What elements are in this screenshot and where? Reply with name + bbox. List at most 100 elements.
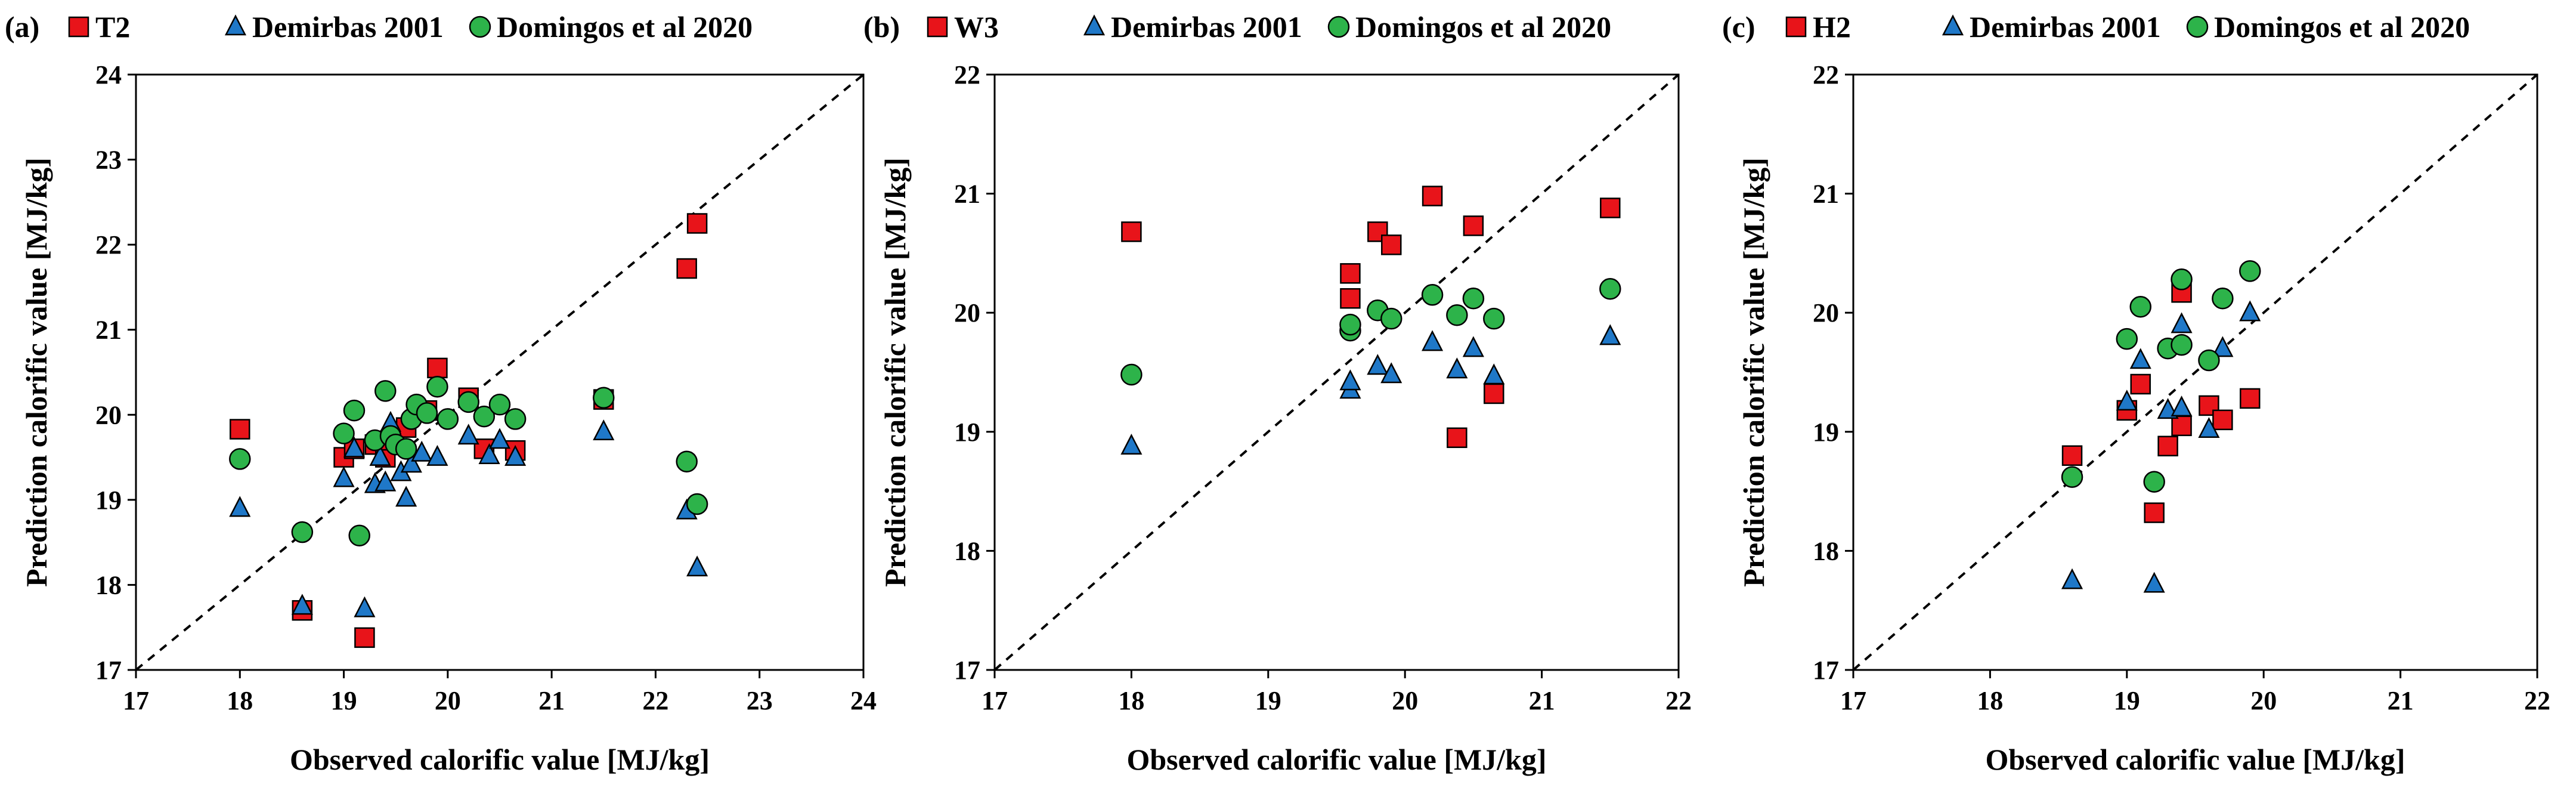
x-tick-label: 18: [1977, 686, 2003, 715]
legend-label: T2: [95, 10, 130, 44]
legend-label: Demirbas 2001: [1111, 10, 1302, 44]
data-point: [343, 436, 366, 458]
data-point: [478, 443, 500, 464]
legend-item: Domingos et al 2020: [469, 10, 753, 44]
x-tick-label: 22: [2524, 686, 2550, 715]
x-tick-label: 22: [1665, 686, 1692, 715]
x-tick-label: 17: [1840, 686, 1866, 715]
data-point: [343, 399, 366, 422]
y-axis-label: Prediction calorific value [MJ/kg]: [20, 157, 53, 587]
x-tick-label: 22: [642, 686, 668, 715]
data-point: [2171, 333, 2193, 356]
data-point: [1484, 383, 1504, 404]
panel-label: (c): [1722, 10, 1755, 44]
x-tick-label: 21: [538, 686, 565, 715]
data-point: [400, 452, 422, 473]
panel-2: 17 18 19 20 21 22 17 18 19 20 21 22 Observed calorif…: [863, 10, 1692, 776]
x-tick-label: 19: [331, 686, 357, 715]
panel-1: 17 18 19 20 21 22 23 24 17 18 19 20 21 22 23 24 Observed…: [5, 10, 877, 776]
legend-item: Domingos et al 2020: [2186, 10, 2470, 44]
legend-marker: [68, 16, 89, 38]
data-point: [2143, 572, 2165, 593]
data-point: [2061, 568, 2083, 589]
series-demirbas-2001: [229, 410, 708, 617]
legend-label: Domingos et al 2020: [497, 10, 753, 44]
data-point: [686, 213, 708, 234]
data-point: [2171, 312, 2193, 333]
data-point: [436, 408, 459, 430]
y-tick-label: 20: [1813, 298, 1839, 328]
data-point: [1600, 197, 1621, 218]
y-tick-label: 17: [95, 656, 122, 685]
data-point: [416, 402, 438, 424]
legend-item: Demirbas 2001: [1083, 10, 1302, 44]
x-tick-label: 20: [2250, 686, 2277, 715]
data-point: [333, 422, 355, 444]
data-point: [374, 470, 397, 492]
data-point: [488, 393, 511, 416]
y-tick-label: 22: [1813, 60, 1839, 89]
legend-marker: [927, 16, 948, 38]
data-point: [1446, 357, 1468, 379]
x-tick-label: 21: [1529, 686, 1555, 715]
data-point: [1446, 304, 1468, 326]
x-tick-label: 19: [1255, 686, 1281, 715]
data-point: [333, 466, 355, 487]
data-point: [2144, 502, 2165, 523]
data-point: [2130, 373, 2151, 395]
data-point: [1367, 354, 1389, 375]
panel-label: (b): [863, 10, 900, 44]
data-point: [504, 408, 527, 430]
y-tick-label: 24: [95, 60, 122, 89]
data-point: [457, 424, 479, 445]
y-axis-label: Prediction calorific value [MJ/kg]: [878, 157, 912, 587]
x-axis-label: Observed calorific value [MJ/kg]: [1126, 743, 1546, 776]
data-point: [676, 258, 697, 279]
legend-item: Demirbas 2001: [224, 10, 444, 44]
legend-label: Domingos et al 2020: [1355, 10, 1611, 44]
data-point: [1599, 278, 1621, 300]
y-tick-label: 18: [954, 536, 980, 566]
x-tick-label: 17: [123, 686, 149, 715]
plot-frame: [993, 73, 1680, 671]
data-point: [676, 450, 698, 472]
data-point: [504, 444, 527, 466]
data-point: [686, 555, 708, 577]
data-point: [354, 627, 375, 648]
series-demirbas-2001: [1120, 324, 1621, 455]
data-point: [2116, 328, 2138, 350]
data-point: [411, 440, 433, 462]
legend-label: Demirbas 2001: [252, 10, 444, 44]
x-tick-label: 20: [435, 686, 461, 715]
plot-frame: [1852, 73, 2538, 671]
data-point: [1380, 362, 1402, 384]
data-point: [488, 428, 511, 449]
data-point: [2157, 435, 2178, 457]
data-point: [2143, 471, 2165, 493]
data-point: [2198, 417, 2220, 438]
legend-marker: [1327, 16, 1350, 38]
y-tick-label: 21: [95, 316, 122, 345]
data-point: [2239, 260, 2261, 282]
data-point: [593, 419, 615, 441]
data-point: [426, 375, 448, 398]
data-point: [2171, 415, 2192, 437]
legend-item: H2: [1785, 10, 1851, 44]
series-demirbas-2001: [2061, 300, 2261, 593]
plot-frame: [135, 73, 865, 671]
data-point: [1340, 288, 1361, 309]
legend-marker: [469, 16, 491, 38]
data-point: [473, 405, 496, 428]
data-point: [2061, 466, 2083, 488]
data-point: [1422, 330, 1444, 351]
data-point: [1483, 363, 1505, 385]
data-point: [1340, 263, 1361, 284]
series-domingos-et-al-2020: [1120, 278, 1621, 386]
data-point: [2240, 388, 2261, 409]
legend-item: W3: [927, 10, 999, 44]
legend-label: H2: [1813, 10, 1851, 44]
data-point: [1462, 287, 1485, 310]
data-point: [593, 387, 615, 409]
y-tick-label: 19: [95, 486, 122, 515]
